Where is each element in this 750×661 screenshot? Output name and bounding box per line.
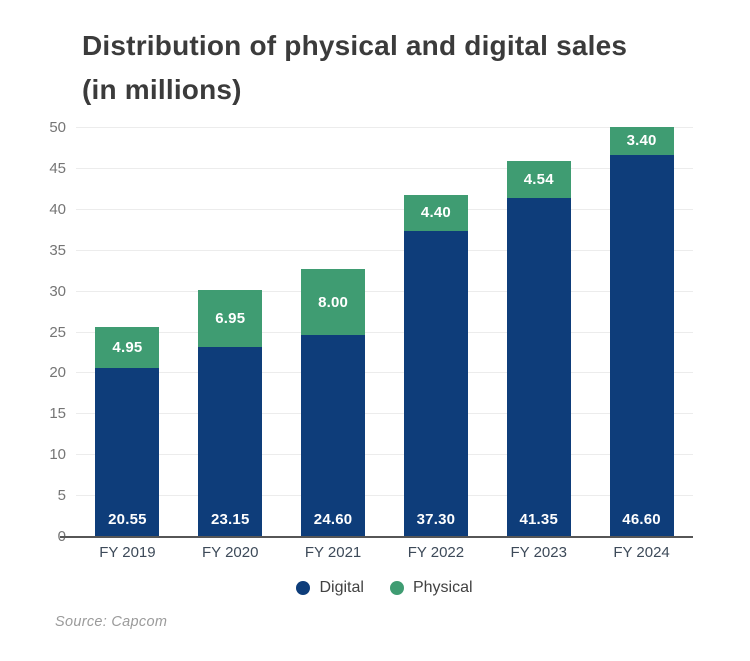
x-axis-label: FY 2020	[202, 544, 259, 561]
y-axis-label: 50	[49, 119, 66, 136]
x-axis-label: FY 2023	[510, 544, 567, 561]
bar-value-label-digital: 37.30	[416, 511, 456, 528]
source-note: Source: Capcom	[55, 614, 168, 630]
y-axis-label: 20	[49, 364, 66, 382]
y-axis-label: 5	[57, 487, 66, 505]
gridline	[76, 454, 693, 456]
bar-segment-physical: 4.95	[95, 327, 160, 368]
bar-segment-physical: 8.00	[301, 269, 366, 335]
y-axis-label: 30	[49, 282, 66, 300]
y-axis-label: 25	[49, 323, 66, 341]
gridline	[76, 208, 693, 210]
gridline	[76, 127, 693, 128]
bar-group: 3.40 46.60	[609, 127, 674, 536]
y-axis-label: 15	[49, 405, 66, 423]
gridline	[76, 167, 693, 169]
gridline	[76, 413, 693, 415]
bar-value-label-digital: 41.35	[519, 510, 559, 528]
legend-item-physical: Physical	[389, 579, 473, 597]
bar-value-label-physical: 4.54	[523, 170, 554, 188]
bar-group: 4.54 41.35	[506, 160, 571, 536]
bar-value-label-physical: 3.40	[626, 132, 657, 150]
bar-value-label-physical: 6.95	[215, 309, 246, 327]
bar-segment-digital: 24.60	[301, 334, 366, 536]
y-axis-label: 45	[49, 159, 66, 177]
legend: Digital Physical	[76, 579, 693, 597]
bar-group: 6.95 23.15	[198, 289, 263, 536]
bar-value-label-physical: 4.40	[420, 204, 451, 222]
bar-segment-digital: 20.55	[95, 367, 160, 536]
bar-value-label-digital: 23.15	[210, 511, 250, 528]
page-title-line-1: Distribution of physical and digital sal…	[82, 30, 628, 61]
gridline	[76, 372, 693, 374]
gridline	[76, 495, 693, 497]
bar-segment-digital: 46.60	[609, 154, 674, 536]
legend-label-digital: Digital	[319, 579, 364, 596]
bar-group: 4.40 37.30	[403, 194, 468, 536]
bar-value-label-digital: 24.60	[313, 511, 353, 528]
y-axis-label: 40	[49, 200, 66, 218]
gridline	[76, 249, 693, 251]
y-axis-label: 10	[49, 446, 66, 464]
axis-baseline	[60, 536, 693, 538]
bar-segment-physical: 4.40	[403, 194, 468, 231]
legend-swatch-physical-icon	[389, 581, 404, 595]
bar-segment-physical: 6.95	[198, 289, 263, 347]
bar-segment-digital: 23.15	[198, 346, 263, 536]
legend-item-digital: Digital	[296, 579, 364, 597]
bar-segment-physical: 4.54	[506, 160, 571, 198]
bar-value-label-physical: 8.00	[318, 293, 349, 311]
bar-group: 4.95 20.55	[95, 327, 160, 536]
x-axis-label: FY 2019	[99, 544, 156, 561]
bar-segment-digital: 41.35	[506, 197, 571, 536]
x-axis-label: FY 2024	[613, 544, 670, 561]
gridline	[76, 331, 693, 333]
gridline	[76, 290, 693, 292]
page-title: Distribution of physical and digital sal…	[82, 24, 627, 112]
bar-group: 8.00 24.60	[301, 269, 366, 536]
bar-value-label-physical: 4.95	[112, 339, 143, 357]
legend-label-physical: Physical	[412, 579, 473, 596]
x-axis-label: FY 2021	[304, 544, 362, 561]
bar-segment-physical: 3.40	[609, 127, 674, 155]
y-axis-label: 35	[49, 241, 66, 259]
page-title-line-2: (in millions)	[82, 74, 242, 105]
bar-segment-digital: 37.30	[403, 230, 468, 536]
legend-swatch-digital-icon	[296, 581, 311, 595]
bar-value-label-digital: 20.55	[108, 511, 147, 528]
x-axis-label: FY 2022	[407, 544, 465, 561]
bar-value-label-digital: 46.60	[622, 510, 661, 528]
